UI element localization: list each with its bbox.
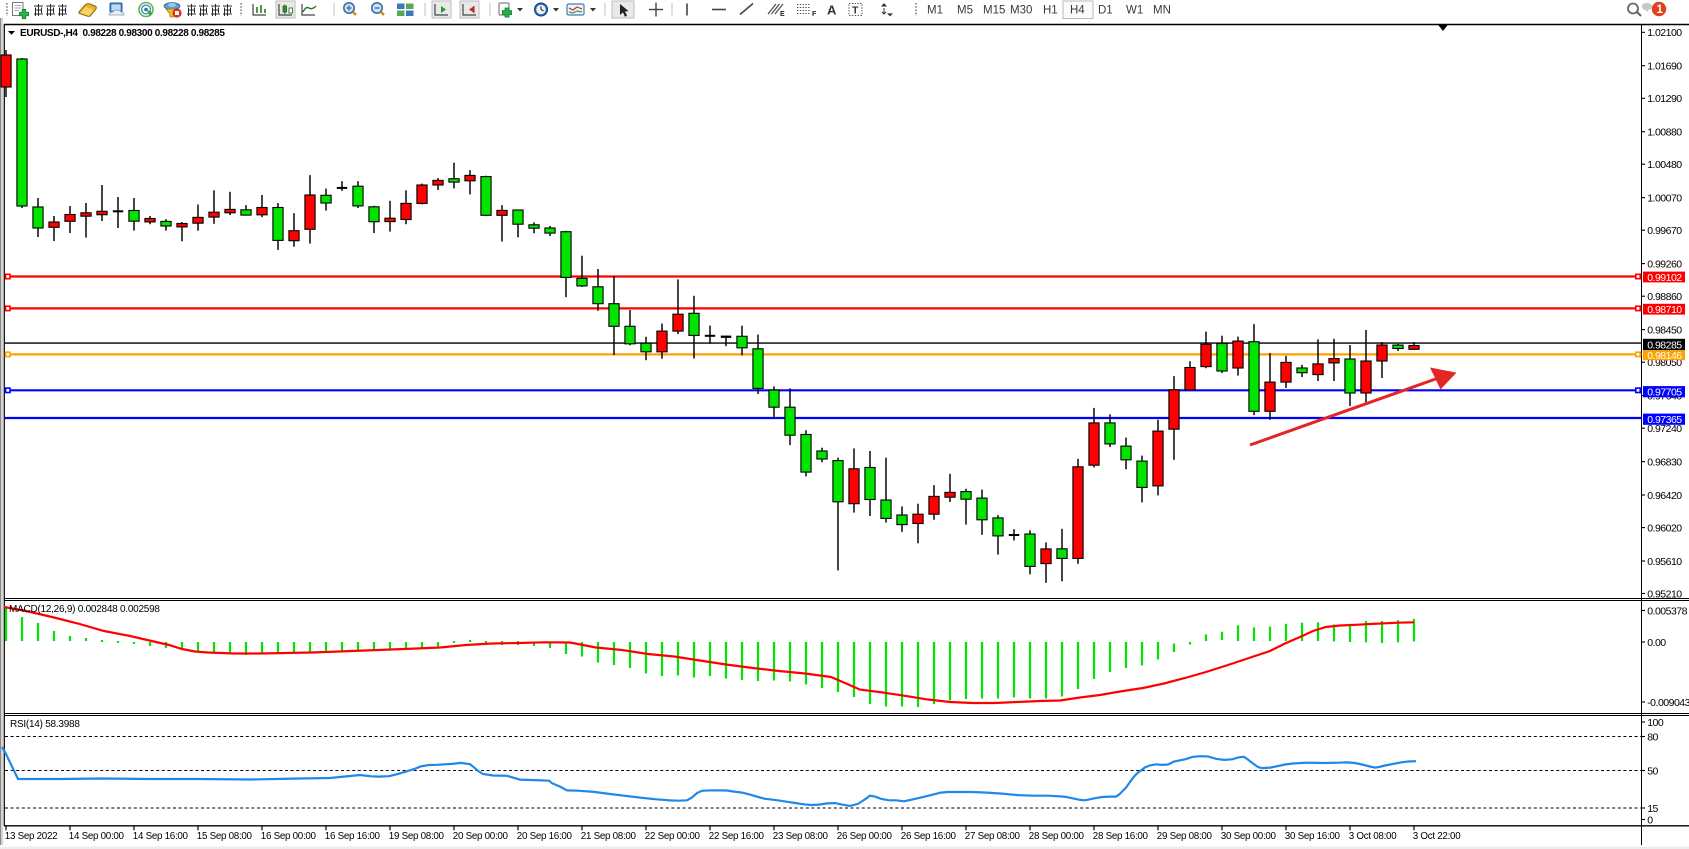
svg-text:3 Oct 22:00: 3 Oct 22:00 <box>1413 831 1461 842</box>
svg-text:21 Sep 08:00: 21 Sep 08:00 <box>581 831 637 842</box>
svg-text:0.97365: 0.97365 <box>1647 414 1682 426</box>
svg-text:0.98860: 0.98860 <box>1647 291 1682 303</box>
svg-text:0.95610: 0.95610 <box>1647 556 1682 568</box>
svg-text:1.02100: 1.02100 <box>1647 27 1682 39</box>
svg-text:-0.009043: -0.009043 <box>1647 697 1689 709</box>
svg-text:0.98710: 0.98710 <box>1647 304 1682 316</box>
svg-text:H1: H1 <box>1043 5 1058 17</box>
svg-text:0: 0 <box>1647 814 1653 826</box>
svg-text:1.01690: 1.01690 <box>1647 61 1682 73</box>
svg-text:1: 1 <box>1657 4 1664 16</box>
svg-text:30 Sep 00:00: 30 Sep 00:00 <box>1221 831 1277 842</box>
svg-text:0.97705: 0.97705 <box>1647 387 1682 399</box>
svg-text:W1: W1 <box>1126 5 1143 17</box>
svg-text:27 Sep 08:00: 27 Sep 08:00 <box>965 831 1021 842</box>
svg-text:30 Sep 16:00: 30 Sep 16:00 <box>1285 831 1341 842</box>
svg-text:0.98285: 0.98285 <box>1647 339 1682 351</box>
svg-text:1.01290: 1.01290 <box>1647 93 1682 105</box>
svg-text:26 Sep 00:00: 26 Sep 00:00 <box>837 831 893 842</box>
svg-text:M1: M1 <box>927 5 943 17</box>
svg-text:0.95210: 0.95210 <box>1647 588 1682 600</box>
svg-text:26 Sep 16:00: 26 Sep 16:00 <box>901 831 957 842</box>
svg-text:H4: H4 <box>1070 5 1085 17</box>
svg-text:22 Sep 00:00: 22 Sep 00:00 <box>645 831 701 842</box>
svg-text:1.00480: 1.00480 <box>1647 159 1682 171</box>
svg-text:0.96420: 0.96420 <box>1647 490 1682 502</box>
svg-text:T: T <box>852 5 859 17</box>
svg-text:14 Sep 16:00: 14 Sep 16:00 <box>133 831 189 842</box>
svg-text:15: 15 <box>1647 803 1658 815</box>
svg-text:15 Sep 08:00: 15 Sep 08:00 <box>197 831 253 842</box>
svg-text:MN: MN <box>1153 5 1171 17</box>
svg-text:M15: M15 <box>983 5 1005 17</box>
svg-text:A: A <box>827 3 837 18</box>
svg-text:RSI(14) 58.3988: RSI(14) 58.3988 <box>10 719 80 730</box>
svg-text:19 Sep 08:00: 19 Sep 08:00 <box>389 831 445 842</box>
svg-text:16 Sep 16:00: 16 Sep 16:00 <box>325 831 381 842</box>
svg-text:20 Sep 00:00: 20 Sep 00:00 <box>453 831 509 842</box>
svg-text:100: 100 <box>1647 717 1664 729</box>
svg-text:3 Oct 08:00: 3 Oct 08:00 <box>1349 831 1397 842</box>
svg-text:F: F <box>812 11 817 18</box>
svg-text:0.99102: 0.99102 <box>1647 272 1682 284</box>
svg-text:0.96830: 0.96830 <box>1647 457 1682 469</box>
svg-text:80: 80 <box>1647 731 1658 743</box>
svg-text:50: 50 <box>1647 765 1658 777</box>
svg-text:0.96020: 0.96020 <box>1647 523 1682 535</box>
svg-text:28 Sep 00:00: 28 Sep 00:00 <box>1029 831 1085 842</box>
svg-text:29 Sep 08:00: 29 Sep 08:00 <box>1157 831 1213 842</box>
svg-text:0.99670: 0.99670 <box>1647 225 1682 237</box>
svg-text:0.00: 0.00 <box>1647 637 1666 649</box>
svg-text:E: E <box>780 11 785 18</box>
svg-text:0.97240: 0.97240 <box>1647 423 1682 435</box>
svg-text:EURUSD-,H4 0.98228 0.98300 0.: EURUSD-,H4 0.98228 0.98300 0.98228 0.982… <box>20 28 225 39</box>
svg-text:16 Sep 00:00: 16 Sep 00:00 <box>261 831 317 842</box>
svg-text:1.00070: 1.00070 <box>1647 193 1682 205</box>
svg-text:23 Sep 08:00: 23 Sep 08:00 <box>773 831 829 842</box>
svg-text:MACD(12,26,9) 0.002848 0.00259: MACD(12,26,9) 0.002848 0.002598 <box>9 604 160 615</box>
svg-text:1.00880: 1.00880 <box>1647 127 1682 139</box>
svg-text:0.005378: 0.005378 <box>1647 605 1687 617</box>
svg-text:M5: M5 <box>957 5 973 17</box>
svg-text:D1: D1 <box>1098 5 1113 17</box>
svg-text:28 Sep 16:00: 28 Sep 16:00 <box>1093 831 1149 842</box>
svg-text:20 Sep 16:00: 20 Sep 16:00 <box>517 831 573 842</box>
svg-text:0.98450: 0.98450 <box>1647 325 1682 337</box>
svg-text:0.98146: 0.98146 <box>1647 350 1682 362</box>
svg-text:22 Sep 16:00: 22 Sep 16:00 <box>709 831 765 842</box>
svg-text:14 Sep 00:00: 14 Sep 00:00 <box>69 831 125 842</box>
svg-text:M30: M30 <box>1010 5 1032 17</box>
svg-text:13 Sep 2022: 13 Sep 2022 <box>5 831 58 842</box>
svg-text:0.99260: 0.99260 <box>1647 259 1682 271</box>
